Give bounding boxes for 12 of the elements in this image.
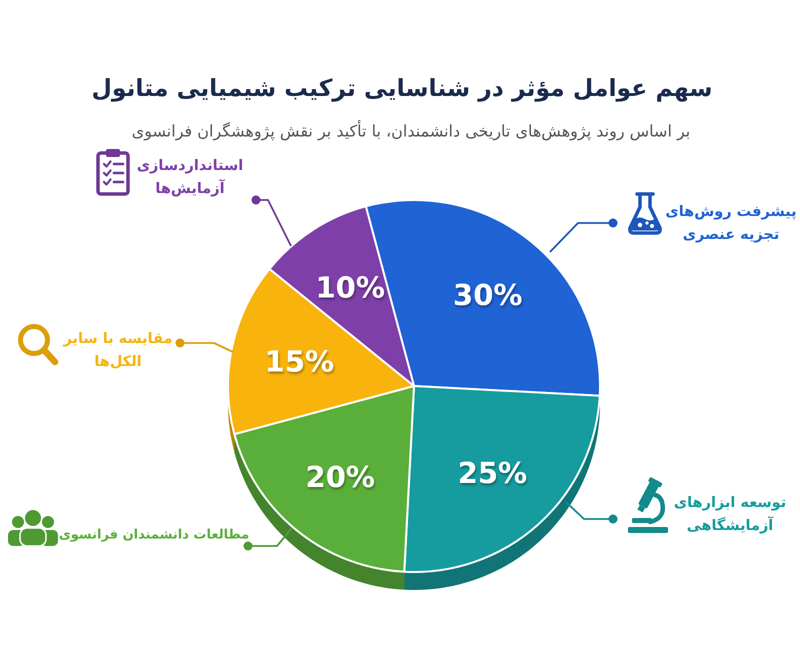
chart-subtitle: بر اساس روند پژوهش‌های تاریخی دانشمندان، با تأکید بر نقش پژوهشگران فرانسوی [132,120,690,140]
slice-label: مقایسه با سایر الکل‌ها [62,331,173,370]
data-label: 25% [458,456,528,490]
chart-title: سهم عوامل مؤثر در شناسایی ترکیب شیمیایی متانول [91,74,713,102]
slice-label: مطالعات دانشمندان فرانسوی [58,528,250,542]
slice-label: پیشرفت روش‌های تجزیه عنصری [665,204,797,243]
data-label: 15% [264,344,334,379]
data-label: 30% [453,278,522,312]
data-label: 20% [306,460,375,494]
slice-label: توسعه ابزارهای آزمایشگاهی [674,495,786,534]
data-label: 10% [315,270,385,305]
slice-label: استانداردسازی آزمایش‌ها [136,158,244,197]
